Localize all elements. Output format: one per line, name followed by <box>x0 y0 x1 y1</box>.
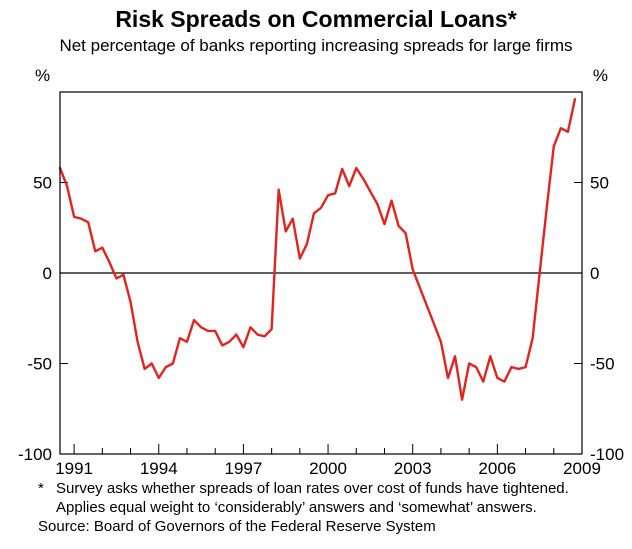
y-tick-label-left: 50 <box>33 174 52 193</box>
chart-plot-area: -100-100-50-5000505019911994199720002003… <box>0 0 632 480</box>
y-tick-label-right: -50 <box>590 355 615 374</box>
chart-footnote: * Survey asks whether spreads of loan ra… <box>38 480 612 536</box>
footnote-line-1: Survey asks whether spreads of loan rate… <box>56 480 612 499</box>
x-tick-label: 2009 <box>563 459 601 478</box>
x-tick-label: 1991 <box>55 459 93 478</box>
y-tick-label-right: 0 <box>590 264 599 283</box>
source-line: Source: Board of Governors of the Federa… <box>38 518 612 537</box>
footnote-star: * <box>38 480 44 499</box>
x-tick-label: 1997 <box>224 459 262 478</box>
y-tick-label-right: 50 <box>590 174 609 193</box>
x-tick-label: 2000 <box>309 459 347 478</box>
chart-figure: Risk Spreads on Commercial Loans* Net pe… <box>0 0 632 549</box>
y-tick-label-left: -100 <box>18 445 52 464</box>
footnote-line-2: Applies equal weight to ‘considerably’ a… <box>56 499 612 518</box>
y-tick-label-left: 0 <box>43 264 52 283</box>
x-tick-label: 2006 <box>478 459 516 478</box>
x-tick-label: 1994 <box>140 459 178 478</box>
x-tick-label: 2003 <box>394 459 432 478</box>
y-tick-label-left: -50 <box>27 355 52 374</box>
